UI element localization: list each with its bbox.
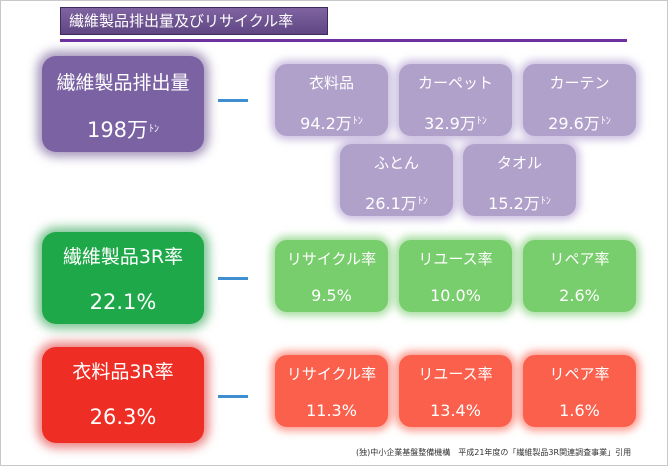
emission-connector <box>218 99 248 102</box>
textile-3r-box: 繊維製品3R率 22.1% <box>42 232 204 324</box>
clothing-3r-connector <box>218 395 248 398</box>
rate-value: 1.6% <box>559 401 600 420</box>
emission-item-label: タオル <box>496 154 542 172</box>
rate-value: 13.4% <box>430 401 481 420</box>
rate-label: リペア率 <box>549 365 610 383</box>
emission-item-label: カーテン <box>549 74 610 92</box>
clothing-recycle-box: リサイクル率 11.3% <box>275 355 388 427</box>
textile-3r-value: 22.1% <box>89 290 157 314</box>
textile-recycle-box: リサイクル率 9.5% <box>275 240 388 312</box>
clothing-3r-box: 衣料品3R率 26.3% <box>42 347 204 443</box>
rate-value: 9.5% <box>311 286 352 305</box>
textile-3r-label: 繊維製品3R率 <box>62 246 184 268</box>
emission-item-label: カーペット <box>417 74 493 92</box>
clothing-repair-box: リペア率 1.6% <box>523 355 636 427</box>
emission-item-curtain: カーテン 29.6万ﾄﾝ <box>523 64 636 136</box>
textile-repair-box: リペア率 2.6% <box>523 240 636 312</box>
emission-total-value: 198万ﾄﾝ <box>86 118 160 142</box>
emission-item-value: 29.6万ﾄﾝ <box>548 114 611 133</box>
rate-label: リペア率 <box>549 250 610 268</box>
emission-item-futon: ふとん 26.1万ﾄﾝ <box>340 144 453 216</box>
rate-label: リサイクル率 <box>286 250 377 268</box>
emission-item-value: 26.1万ﾄﾝ <box>365 194 428 213</box>
textile-3r-connector <box>218 277 248 280</box>
clothing-3r-value: 26.3% <box>89 405 157 429</box>
clothing-reuse-box: リユース率 13.4% <box>399 355 512 427</box>
clothing-3r-label: 衣料品3R率 <box>72 361 174 383</box>
source-footnote: (独)中小企業基盤整備機構 平成21年度の「繊維製品3R関連調査事業」引用 <box>356 448 632 457</box>
emission-item-value: 15.2万ﾄﾝ <box>488 194 551 213</box>
emission-total-label: 繊維製品排出量 <box>56 72 190 94</box>
emission-item-clothing: 衣料品 94.2万ﾄﾝ <box>275 64 388 136</box>
slide-title: 繊維製品排出量及びリサイクル率 <box>60 7 328 35</box>
emission-item-towel: タオル 15.2万ﾄﾝ <box>463 144 576 216</box>
rate-value: 10.0% <box>430 286 481 305</box>
rate-label: リサイクル率 <box>286 365 377 383</box>
emission-item-carpet: カーペット 32.9万ﾄﾝ <box>399 64 512 136</box>
rate-label: リユース率 <box>418 365 493 383</box>
emission-item-value: 32.9万ﾄﾝ <box>424 114 487 133</box>
textile-reuse-box: リユース率 10.0% <box>399 240 512 312</box>
rate-value: 11.3% <box>306 401 357 420</box>
rate-label: リユース率 <box>418 250 493 268</box>
emission-item-label: ふとん <box>373 154 419 172</box>
rate-value: 2.6% <box>559 286 600 305</box>
emission-item-value: 94.2万ﾄﾝ <box>300 114 363 133</box>
emission-item-label: 衣料品 <box>308 74 354 92</box>
title-underline <box>60 39 627 42</box>
emission-total-box: 繊維製品排出量 198万ﾄﾝ <box>42 56 204 152</box>
